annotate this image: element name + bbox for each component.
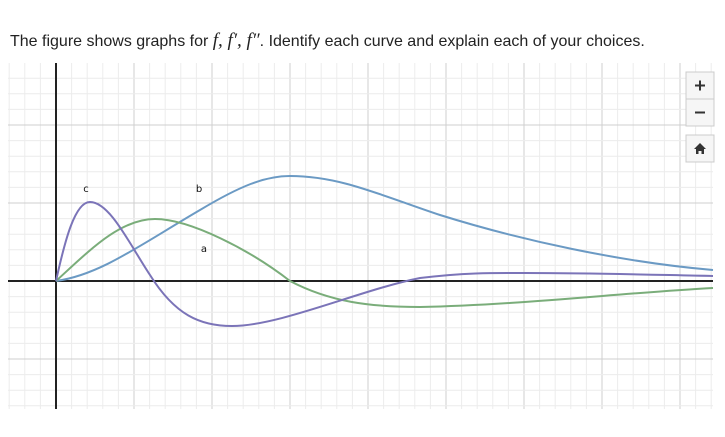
zoom-in-button[interactable] — [685, 71, 715, 100]
button-box[interactable] — [685, 71, 715, 100]
curve-c — [55, 200, 714, 328]
question: The figure shows graphs for f, f′, f″. I… — [10, 30, 645, 52]
icon — [694, 143, 706, 154]
curve-b — [55, 174, 714, 282]
grid — [8, 63, 713, 409]
question-text: . Identify each curve and explain each o… — [259, 33, 645, 50]
question-math: f, f′, f″ — [212, 30, 260, 51]
curve-label: b — [196, 184, 202, 195]
home-button[interactable] — [685, 134, 715, 163]
curve-label: c — [83, 184, 89, 195]
curve-label: a — [201, 244, 207, 255]
question-text: The figure shows graphs for — [10, 33, 213, 50]
curve-a — [55, 217, 714, 309]
zoom-out-button[interactable] — [685, 98, 715, 127]
